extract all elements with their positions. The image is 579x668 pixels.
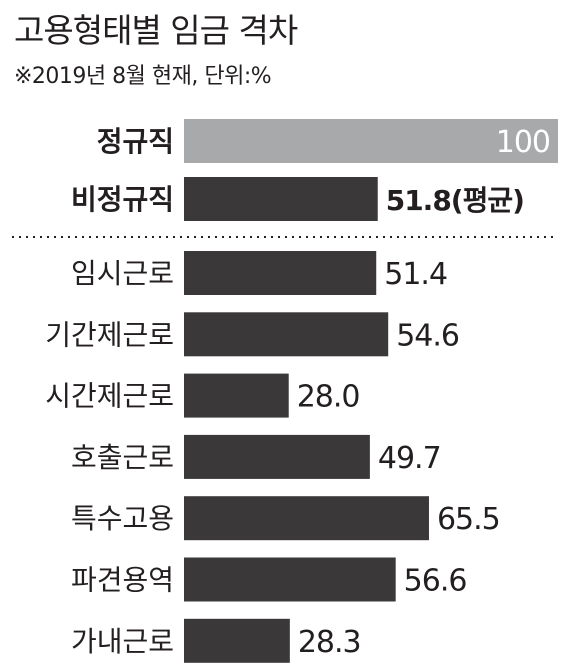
category-label: 임시근로 [71,257,174,290]
bar [184,434,370,479]
category-label: 파견용역 [71,564,174,597]
value-label: 28.3 [298,625,361,660]
bar [184,373,289,418]
value-label: 65.5 [437,502,500,537]
category-label: 기간제근로 [45,318,174,351]
value-label: 56.6 [404,564,467,599]
chart-title: 고용형태별 임금 격차 [14,11,298,50]
chart-subtitle: ※2019년 8월 현재, 단위:% [14,64,272,89]
reference-bar [184,119,558,163]
category-label: 호출근로 [71,441,174,474]
category-label: 시간제근로 [45,380,174,413]
value-label: 54.6 [396,318,459,353]
value-label-average: 51.8(평균) [386,184,524,217]
category-label-nonregular: 비정규직 [71,183,174,216]
category-label: 가내근로 [71,625,174,658]
value-label-regular: 100 [496,125,550,160]
bar [184,618,290,663]
value-label: 28.0 [297,380,360,415]
category-label-regular: 정규직 [97,125,174,158]
average-bar [184,177,378,221]
bar [184,557,396,602]
bar [184,312,389,357]
bar [184,251,377,295]
category-label: 특수고용 [71,502,174,535]
value-label: 49.7 [378,441,441,476]
bar [184,496,429,541]
value-label: 51.4 [384,257,447,292]
